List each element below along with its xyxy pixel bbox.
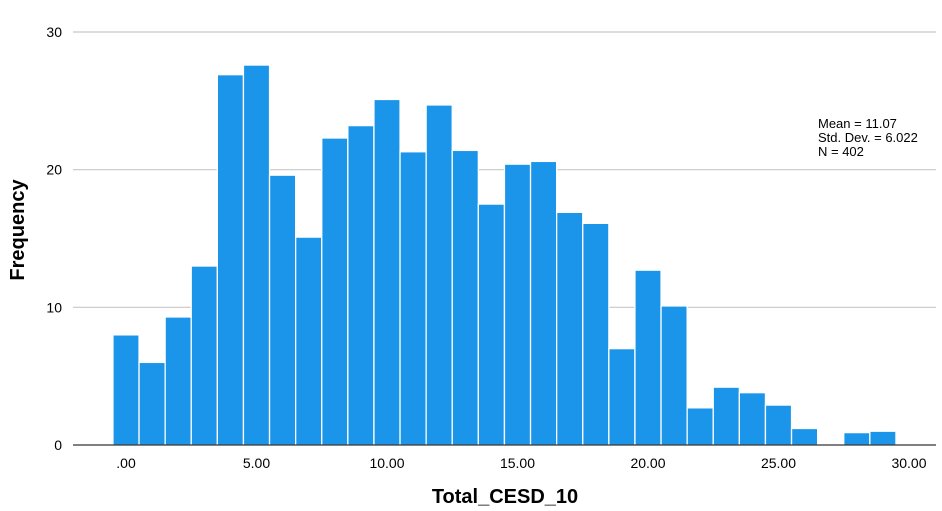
histogram-bar [242,64,271,446]
histogram-bar [869,430,897,446]
histogram-bar [529,160,558,446]
histogram-bar [268,174,297,446]
x-axis-title: Total_CESD_10 [432,486,578,508]
histogram-bars [112,64,897,446]
stats-box: Mean = 11.07 Std. Dev. = 6.022 N = 402 [818,116,918,159]
x-tick-label: .00 [116,455,136,471]
histogram-bar [347,124,375,446]
histogram-bar [190,265,219,446]
histogram-bar [764,404,793,446]
histogram-bar [843,431,871,446]
histogram-bar [373,98,401,446]
histogram-bar [503,163,532,446]
histogram-bar [216,74,245,446]
histogram-bar [634,269,662,446]
histogram-bar [477,203,506,446]
x-tick-label: 20.00 [630,455,665,471]
stats-mean: Mean = 11.07 [818,116,897,131]
stats-n: N = 402 [818,144,864,159]
x-tick-label: 10.00 [369,455,404,471]
x-tick-label: 5.00 [243,455,270,471]
histogram-bar [399,151,427,446]
histogram-bar [451,149,480,446]
histogram-bar [738,392,767,446]
histogram-bar [138,361,166,446]
y-tick-label: 10 [46,299,62,315]
histogram-bar [712,386,741,446]
histogram-bar [112,334,140,446]
stats-std-dev: Std. Dev. = 6.022 [818,130,918,145]
x-tick-label: 15.00 [500,455,535,471]
histogram-bar [660,305,688,446]
histogram-bar [164,316,192,446]
y-axis-title: Frequency [7,179,29,281]
y-tick-label: 0 [54,437,62,453]
histogram-bar [608,347,636,446]
x-tick-label: 30.00 [891,455,926,471]
y-tick-label: 30 [46,24,62,40]
x-axis-ticks: .00 5.00 10.00 15.00 20.00 25.00 30.00 [116,455,926,471]
histogram-bar [790,427,819,446]
y-axis-ticks: 0 10 20 30 [46,24,62,453]
histogram-bar [686,407,714,446]
histogram-bar [582,222,610,446]
histogram-bar [425,104,453,446]
y-tick-label: 20 [46,162,62,178]
x-tick-label: 25.00 [761,455,796,471]
histogram-bar [556,211,584,446]
histogram-bar [321,137,349,446]
histogram-bar [294,236,323,446]
